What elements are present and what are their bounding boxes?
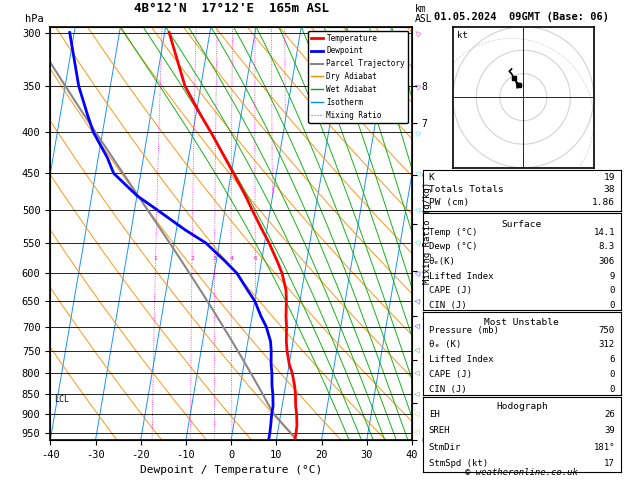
Text: ◁: ◁ bbox=[413, 29, 421, 36]
Text: 14.1: 14.1 bbox=[593, 228, 615, 237]
Text: StmDir: StmDir bbox=[428, 443, 461, 451]
Text: ◁: ◁ bbox=[415, 411, 420, 417]
Text: hPa: hPa bbox=[25, 14, 44, 24]
Text: ◁: ◁ bbox=[415, 370, 420, 376]
Text: ◁: ◁ bbox=[413, 82, 421, 90]
Text: 4B°12'N  17°12'E  165m ASL: 4B°12'N 17°12'E 165m ASL bbox=[133, 1, 329, 15]
Text: Temp (°C): Temp (°C) bbox=[428, 228, 477, 237]
Text: SREH: SREH bbox=[428, 426, 450, 435]
Text: ◁: ◁ bbox=[415, 391, 420, 397]
Text: 8.3: 8.3 bbox=[599, 243, 615, 251]
Text: Most Unstable: Most Unstable bbox=[484, 318, 559, 327]
Text: EH: EH bbox=[428, 410, 440, 419]
Text: 312: 312 bbox=[599, 340, 615, 349]
Text: ◁: ◁ bbox=[414, 240, 420, 246]
Text: ◁: ◁ bbox=[415, 347, 420, 354]
Text: LCL: LCL bbox=[55, 395, 69, 404]
Text: ◁: ◁ bbox=[413, 128, 421, 137]
Text: ◁: ◁ bbox=[414, 206, 420, 213]
Text: 181°: 181° bbox=[593, 443, 615, 451]
Text: 3: 3 bbox=[213, 256, 216, 261]
Text: 4: 4 bbox=[229, 256, 233, 261]
Text: Dewp (°C): Dewp (°C) bbox=[428, 243, 477, 251]
Text: 6: 6 bbox=[610, 355, 615, 364]
Text: CIN (J): CIN (J) bbox=[428, 384, 466, 394]
Text: 39: 39 bbox=[604, 426, 615, 435]
Text: © weatheronline.co.uk: © weatheronline.co.uk bbox=[465, 468, 578, 477]
Text: StmSpd (kt): StmSpd (kt) bbox=[428, 459, 487, 468]
Text: 01.05.2024  09GMT (Base: 06): 01.05.2024 09GMT (Base: 06) bbox=[434, 12, 610, 22]
Text: K: K bbox=[428, 173, 435, 182]
Text: 17: 17 bbox=[604, 459, 615, 468]
Text: ◁: ◁ bbox=[414, 270, 420, 277]
Text: 0: 0 bbox=[610, 370, 615, 379]
Text: 19: 19 bbox=[603, 173, 615, 182]
Text: km
ASL: km ASL bbox=[415, 4, 433, 24]
Text: Pressure (mb): Pressure (mb) bbox=[428, 326, 499, 335]
Text: Lifted Index: Lifted Index bbox=[428, 355, 493, 364]
Text: 306: 306 bbox=[599, 257, 615, 266]
Text: Surface: Surface bbox=[502, 220, 542, 229]
Text: PW (cm): PW (cm) bbox=[428, 198, 469, 207]
Text: 750: 750 bbox=[599, 326, 615, 335]
Text: 0: 0 bbox=[610, 384, 615, 394]
Text: CAPE (J): CAPE (J) bbox=[428, 370, 472, 379]
Text: ◁: ◁ bbox=[415, 430, 420, 435]
Text: 1: 1 bbox=[153, 256, 157, 261]
Text: Hodograph: Hodograph bbox=[496, 402, 548, 411]
Legend: Temperature, Dewpoint, Parcel Trajectory, Dry Adiabat, Wet Adiabat, Isotherm, Mi: Temperature, Dewpoint, Parcel Trajectory… bbox=[308, 31, 408, 122]
Text: ◁: ◁ bbox=[414, 298, 420, 304]
Text: 6: 6 bbox=[253, 256, 257, 261]
Text: 26: 26 bbox=[604, 410, 615, 419]
Text: kt: kt bbox=[457, 31, 468, 40]
Text: CIN (J): CIN (J) bbox=[428, 301, 466, 310]
Text: 1.86: 1.86 bbox=[592, 198, 615, 207]
Text: 9: 9 bbox=[610, 272, 615, 280]
Text: Mixing Ratio (g/kg): Mixing Ratio (g/kg) bbox=[423, 182, 432, 284]
Text: Lifted Index: Lifted Index bbox=[428, 272, 493, 280]
X-axis label: Dewpoint / Temperature (°C): Dewpoint / Temperature (°C) bbox=[140, 465, 322, 475]
Text: 0: 0 bbox=[610, 286, 615, 295]
Text: Totals Totals: Totals Totals bbox=[428, 185, 503, 194]
Text: CAPE (J): CAPE (J) bbox=[428, 286, 472, 295]
Text: ◁: ◁ bbox=[413, 170, 421, 177]
Text: 2: 2 bbox=[190, 256, 194, 261]
Text: 0: 0 bbox=[610, 301, 615, 310]
Text: θₑ (K): θₑ (K) bbox=[428, 340, 461, 349]
Text: θₑ(K): θₑ(K) bbox=[428, 257, 455, 266]
Text: 38: 38 bbox=[603, 185, 615, 194]
Text: ◁: ◁ bbox=[414, 324, 420, 330]
